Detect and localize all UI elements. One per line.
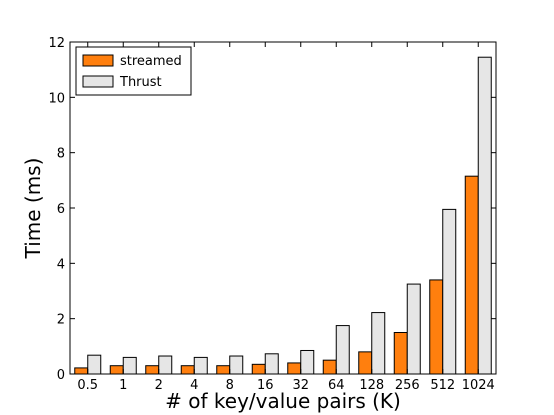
- y-tick-label: 12: [48, 36, 65, 51]
- x-axis-label: # of key/value pairs (K): [165, 389, 401, 413]
- bar-streamed-1: [110, 366, 123, 374]
- bar-streamed-16: [252, 364, 265, 374]
- bar-streamed-0.5: [75, 368, 88, 374]
- x-tick-label: 1: [119, 378, 127, 393]
- y-tick-label: 6: [57, 202, 65, 217]
- bar-streamed-4: [181, 366, 194, 374]
- y-tick-label: 8: [57, 147, 65, 162]
- bar-thrust-8: [230, 356, 243, 374]
- y-axis-label: Time (ms): [21, 158, 45, 260]
- bar-thrust-2: [159, 356, 172, 374]
- legend-swatch-thrust: [83, 76, 113, 87]
- legend-label-thrust: Thrust: [119, 75, 162, 90]
- bar-thrust-4: [194, 357, 207, 374]
- bar-streamed-8: [217, 366, 230, 374]
- bar-thrust-1: [123, 357, 136, 374]
- x-tick-label: 0.5: [77, 378, 98, 393]
- bar-streamed-64: [323, 360, 336, 374]
- bars-group: [75, 57, 492, 374]
- y-tick-label: 4: [57, 257, 65, 272]
- bar-thrust-128: [372, 313, 385, 374]
- y-tick-label: 2: [57, 313, 65, 328]
- bar-thrust-16: [265, 354, 278, 374]
- x-tick-label: 1024: [462, 378, 495, 393]
- x-tick-label: 2: [155, 378, 163, 393]
- x-tick-label: 512: [430, 378, 455, 393]
- y-tick-label: 10: [48, 91, 65, 106]
- bar-thrust-256: [407, 284, 420, 374]
- bar-thrust-1024: [478, 57, 491, 374]
- bar-thrust-64: [336, 326, 349, 374]
- bar-streamed-128: [359, 352, 372, 374]
- bar-streamed-1024: [465, 176, 478, 374]
- bar-thrust-32: [301, 350, 314, 374]
- y-tick-label: 0: [57, 368, 65, 383]
- legend-label-streamed: streamed: [120, 54, 182, 69]
- bar-streamed-512: [430, 280, 443, 374]
- bar-thrust-512: [443, 209, 456, 374]
- bar-thrust-0.5: [88, 355, 101, 374]
- legend-swatch-streamed: [83, 55, 113, 66]
- bar-streamed-2: [146, 366, 159, 374]
- bar-streamed-32: [288, 363, 301, 374]
- bar-streamed-256: [394, 333, 407, 375]
- legend: streamed Thrust: [76, 47, 191, 95]
